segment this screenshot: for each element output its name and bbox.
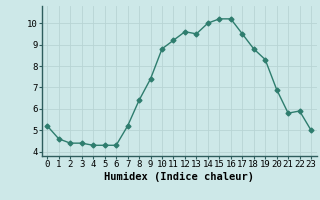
X-axis label: Humidex (Indice chaleur): Humidex (Indice chaleur)	[104, 172, 254, 182]
